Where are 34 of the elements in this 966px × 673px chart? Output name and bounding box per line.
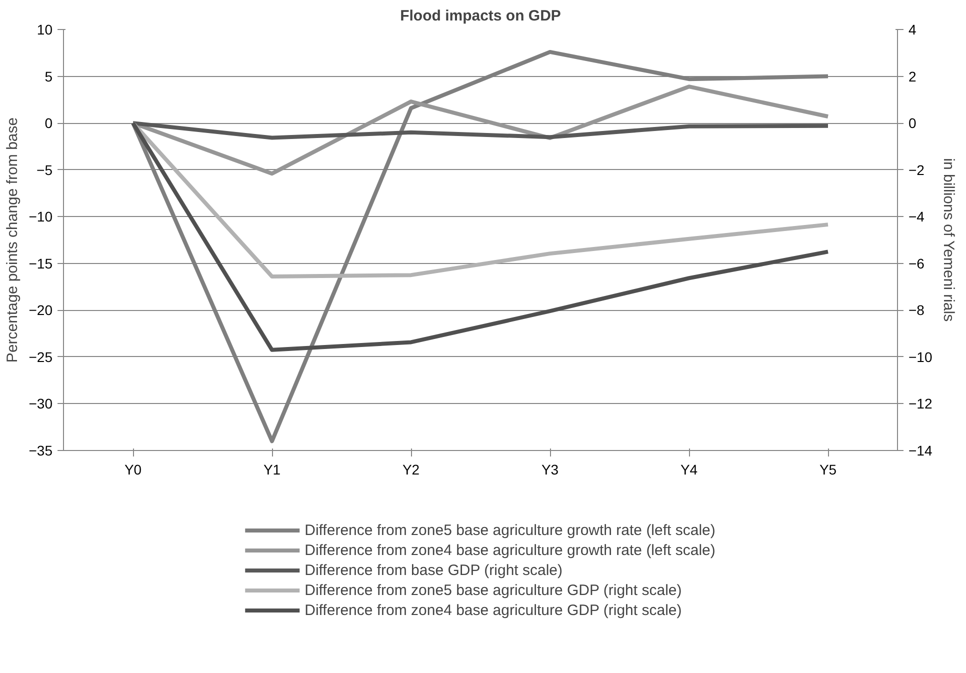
y-tick-label: −20 bbox=[28, 302, 53, 318]
y-tick-label: −5 bbox=[36, 162, 53, 178]
y-tick-label: 5 bbox=[44, 68, 53, 84]
y2-tick-label: −14 bbox=[908, 442, 932, 458]
y-tick-label: −35 bbox=[28, 442, 53, 458]
y-tick-label: −25 bbox=[28, 348, 53, 365]
x-tick-label: Y4 bbox=[680, 462, 698, 478]
legend-label: Difference from zone5 base agriculture GDP (right scale) bbox=[304, 582, 682, 598]
x-tick-label: Y3 bbox=[541, 462, 559, 478]
y-tick-label: −10 bbox=[28, 208, 53, 225]
legend-label: Difference from zone4 base agriculture GDP (right scale) bbox=[304, 602, 682, 618]
y2-tick-label: −6 bbox=[908, 255, 925, 272]
legend-label: Difference from base GDP (right scale) bbox=[304, 562, 563, 578]
y2-tick-label: −8 bbox=[908, 302, 925, 318]
chart-title: Flood impacts on GDP bbox=[400, 8, 561, 24]
y2-tick-label: −12 bbox=[908, 396, 932, 412]
y2-axis-title: in billions of Yemeni rials bbox=[940, 158, 958, 322]
y2-tick-label: −10 bbox=[908, 348, 932, 365]
y-tick-label: −15 bbox=[28, 255, 53, 272]
y2-tick-label: 0 bbox=[908, 115, 916, 132]
y2-tick-label: 4 bbox=[908, 22, 916, 38]
y2-tick-label: 2 bbox=[908, 68, 916, 84]
y-tick-label: 10 bbox=[36, 22, 53, 38]
x-tick-label: Y5 bbox=[819, 462, 837, 478]
y2-tick-label: −2 bbox=[908, 162, 925, 178]
y-tick-label: 0 bbox=[44, 115, 53, 132]
y-axis-title: Percentage points change from base bbox=[4, 117, 21, 363]
legend-label: Difference from zone5 base agriculture growth rate (left scale) bbox=[304, 522, 716, 538]
y2-tick-label: −4 bbox=[908, 208, 925, 225]
x-tick-label: Y0 bbox=[124, 462, 142, 478]
x-tick-label: Y2 bbox=[402, 462, 420, 478]
y-tick-label: −30 bbox=[28, 396, 53, 412]
x-tick-label: Y1 bbox=[263, 462, 281, 478]
legend-label: Difference from zone4 base agriculture growth rate (left scale) bbox=[304, 542, 716, 558]
